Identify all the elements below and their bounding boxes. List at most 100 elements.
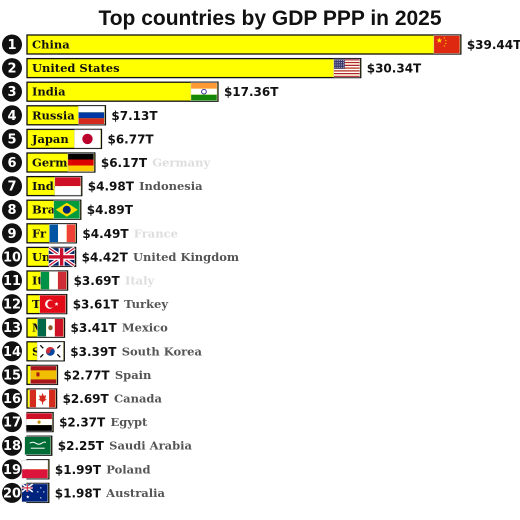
rank-label: 20 xyxy=(3,486,21,501)
value-label: $2.77T xyxy=(63,368,110,382)
rank-badge xyxy=(2,364,22,385)
bar-inside-label: Japan xyxy=(31,132,69,146)
country-name-label: Spain xyxy=(115,368,152,382)
rank-label: 16 xyxy=(3,392,21,407)
rank-label: 9 xyxy=(7,227,16,242)
rank-badge xyxy=(2,482,22,503)
italy-flag xyxy=(40,271,67,290)
bar xyxy=(26,34,462,55)
country-name-label: Mexico xyxy=(122,321,168,335)
country-name-label: Poland xyxy=(106,462,150,476)
uk-flag xyxy=(47,246,76,268)
rank-badge xyxy=(2,270,22,291)
rank-badge xyxy=(2,459,22,480)
value-label: $30.34T xyxy=(367,62,422,76)
country-name-label: Germany xyxy=(152,156,210,170)
rank-label: 18 xyxy=(3,439,21,454)
rank-label: 8 xyxy=(7,203,16,218)
usa-flag xyxy=(333,58,360,78)
country-name-label: Indonesia xyxy=(139,179,203,193)
china-flag xyxy=(433,35,461,54)
rank-label: 6 xyxy=(7,156,16,171)
value-label: $2.25T xyxy=(58,439,105,453)
bar-inside-label: Fr xyxy=(32,226,47,240)
australia-flag xyxy=(21,483,49,503)
rank-badge xyxy=(2,128,22,149)
south-korea-flag xyxy=(37,342,64,361)
bar-inside-label: China xyxy=(32,38,70,52)
rank-label: 2 xyxy=(7,62,16,77)
country-name-label: Saudi Arabia xyxy=(109,439,192,453)
japan-flag xyxy=(74,129,101,149)
rank-badge xyxy=(2,223,22,244)
value-label: $3.69T xyxy=(74,274,121,288)
rank-badge xyxy=(2,341,22,362)
canada-flag xyxy=(29,389,56,408)
bar-inside-label: Germa xyxy=(32,156,75,170)
rank-badge xyxy=(2,105,22,126)
spain-flag xyxy=(30,365,57,385)
value-label: $3.41T xyxy=(71,321,118,335)
rank-label: 1 xyxy=(7,38,16,53)
rank-label: 7 xyxy=(7,180,16,195)
value-label: $17.36T xyxy=(224,85,279,99)
bar-inside-label: S xyxy=(32,344,40,358)
indonesia-flag xyxy=(54,176,82,196)
rank-label: 5 xyxy=(7,132,16,147)
rank-label: 3 xyxy=(7,85,16,100)
country-name-label: South Korea xyxy=(122,344,203,358)
country-name-label: United Kingdom xyxy=(133,250,239,264)
value-label: $4.49T xyxy=(82,227,129,241)
country-name-label: Egypt xyxy=(110,415,148,429)
india-flag xyxy=(190,82,218,101)
rank-badge xyxy=(2,152,22,173)
bar-inside-label: India xyxy=(32,85,66,99)
bar-inside-label: Un xyxy=(32,250,51,264)
rank-label: 4 xyxy=(7,109,16,124)
value-label: $7.13T xyxy=(111,109,158,123)
country-name-label: Italy xyxy=(125,274,155,288)
rank-label: 17 xyxy=(3,416,21,431)
rank-label: 15 xyxy=(3,368,21,383)
bar-inside-label: T xyxy=(32,297,41,311)
rank-label: 13 xyxy=(3,321,21,336)
france-flag xyxy=(49,224,76,243)
russia-flag xyxy=(78,106,105,125)
value-label: $4.98T xyxy=(88,180,135,194)
bar xyxy=(26,57,362,79)
rank-badge xyxy=(2,199,22,220)
value-label: $2.37T xyxy=(59,416,106,430)
bar-inside-label: Indo xyxy=(32,179,62,193)
value-label: $3.61T xyxy=(73,298,120,312)
chart-title: Top countries by GDP PPP in 2025 xyxy=(98,7,441,30)
value-label: $6.77T xyxy=(107,132,154,146)
turkey-flag xyxy=(39,294,66,314)
germany-flag xyxy=(67,153,95,172)
country-name-label: France xyxy=(134,226,178,240)
bar-inside-label: United States xyxy=(32,61,120,75)
value-label: $1.98T xyxy=(55,486,102,500)
bar xyxy=(26,81,219,102)
rank-label: 14 xyxy=(3,345,21,360)
rank-badge xyxy=(2,81,22,102)
bar-inside-label: It xyxy=(32,274,43,288)
country-name-label: Turkey xyxy=(124,297,168,311)
saudi-arabia-flag xyxy=(24,436,51,455)
rank-label: 10 xyxy=(3,250,21,265)
value-label: $3.39T xyxy=(70,345,117,359)
brazil-flag xyxy=(53,200,81,219)
country-name-label: Canada xyxy=(114,392,162,406)
mexico-flag xyxy=(37,318,64,337)
rank-badge xyxy=(2,246,22,267)
rank-label: 11 xyxy=(3,274,21,289)
rank-badge xyxy=(2,435,22,456)
value-label: $4.89T xyxy=(87,203,134,217)
value-label: $1.99T xyxy=(55,463,102,477)
value-label: $2.69T xyxy=(63,392,110,406)
bar-inside-label: Bra xyxy=(32,203,56,217)
value-label: $4.42T xyxy=(82,250,129,264)
egypt-flag xyxy=(25,412,53,432)
value-label: $6.17T xyxy=(101,156,148,170)
rank-label: 12 xyxy=(3,298,21,313)
